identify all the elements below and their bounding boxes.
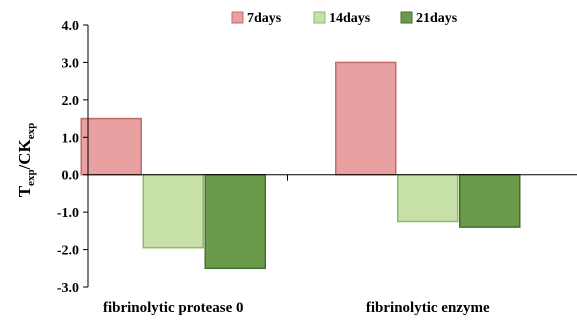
y-tick-label: 2.0 (62, 94, 80, 109)
y-axis-title: Texp/CKexp (15, 123, 37, 198)
legend-label-7days: 7days (247, 11, 282, 26)
y-tick-label: 0.0 (62, 169, 80, 184)
y-tick-label: -2.0 (57, 244, 79, 259)
y-tick-label: 1.0 (62, 131, 80, 146)
bar-14days-1 (142, 173, 204, 249)
x-category-label: fibrinolytic enzyme (366, 300, 490, 316)
axes: 4.0 3.0 2.0 1.0 0.0 -1.0 -2.0 -3.0 fibrinolytic … (57, 19, 577, 316)
legend-label-14days: 14days (329, 11, 371, 26)
bar-7days-1 (80, 117, 142, 176)
legend-swatch-7days (231, 11, 244, 24)
bar-7days-2 (335, 61, 397, 176)
y-tick-label: -3.0 (57, 281, 79, 296)
y-tick-label: -1.0 (57, 206, 79, 221)
legend-swatch-21days (400, 11, 413, 24)
bars (80, 61, 521, 270)
bar-14days-2 (397, 173, 459, 223)
bar-21days-1 (204, 173, 266, 270)
legend: 7days 14days 21days (231, 11, 458, 26)
legend-label-21days: 21days (416, 11, 458, 26)
x-category-label: fibrinolytic protease 0 (103, 300, 244, 316)
y-tick-label: 4.0 (62, 19, 80, 34)
legend-swatch-14days (313, 11, 326, 24)
bar-21days-2 (459, 173, 521, 228)
y-tick-label: 3.0 (62, 56, 80, 71)
